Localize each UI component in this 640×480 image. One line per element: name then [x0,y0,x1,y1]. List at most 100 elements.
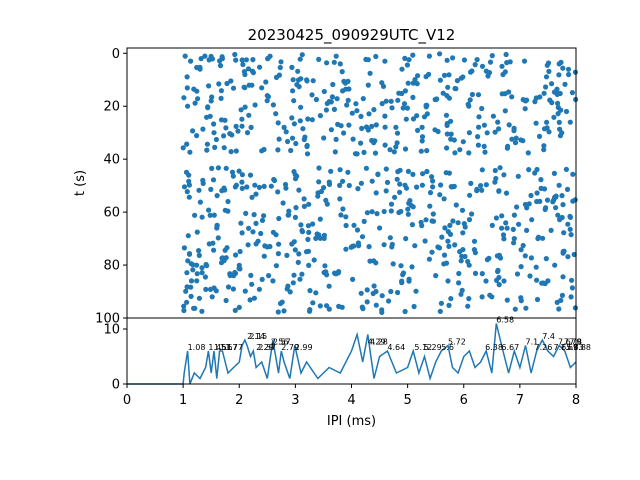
scatter-point [240,61,246,68]
scatter-point [482,149,488,155]
scatter-point [218,95,224,101]
scatter-point [489,222,495,228]
scatter-point [392,194,398,200]
scatter-point [379,309,385,315]
scatter-point [572,305,579,311]
scatter-point [352,151,359,157]
scatter-point [511,128,517,134]
scatter-point [418,219,424,225]
scatter-point [275,120,281,126]
scatter-point [555,111,561,117]
scatter-point [207,113,213,119]
scatter-point [444,145,450,151]
scatter-point [194,64,200,71]
scatter-point [553,205,559,211]
scatter-point [338,212,344,218]
scatter-point [295,68,301,74]
scatter-point [393,124,399,130]
scatter-point [242,288,248,294]
scatter-y-tick-label: 100 [95,312,120,327]
scatter-point [430,211,436,217]
scatter-point [247,172,254,178]
scatter-point [509,94,515,100]
scatter-point [478,183,484,189]
scatter-point [560,65,566,71]
scatter-point [559,130,565,136]
scatter-point [474,57,480,63]
scatter-point [536,133,543,139]
scatter-point [520,242,526,249]
scatter-point [181,303,187,309]
scatter-point [185,103,191,109]
ipi-x-tick-label: 4 [347,393,355,408]
scatter-point [518,247,524,253]
scatter-point [199,214,205,220]
ipi-peak-label: 1.51 [214,343,232,352]
scatter-point [511,212,517,218]
scatter-point [185,233,191,239]
scatter-point [397,167,403,173]
scatter-point [469,211,475,217]
scatter-point [317,216,323,222]
scatter-point [544,62,550,68]
ipi-peak-label: 7.79 [564,338,582,347]
scatter-point [540,280,546,286]
scatter-point [408,202,414,208]
scatter-point [395,97,401,103]
scatter-point [493,175,499,182]
scatter-point [256,286,262,292]
scatter-point [343,222,349,229]
scatter-point [518,298,524,304]
scatter-point [276,72,282,78]
scatter-point [399,66,405,72]
scatter-point [501,278,507,284]
scatter-point [555,100,561,106]
scatter-point [510,240,517,246]
scatter-point [215,235,221,241]
scatter-point [381,242,387,248]
scatter-point [479,105,485,112]
scatter-point [350,276,356,282]
scatter-point [556,72,562,78]
scatter-point [560,274,566,280]
scatter-point [518,137,524,143]
scatter-point [183,169,190,175]
scatter-point [190,128,196,134]
scatter-point [381,208,387,215]
scatter-point [343,86,349,92]
scatter-point [355,186,361,192]
scatter-point [186,251,193,257]
scatter-point [543,84,549,90]
scatter-point [261,213,267,219]
ipi-peak-label: 6.58 [496,316,514,325]
scatter-point [259,276,265,282]
scatter-point [572,69,579,75]
scatter-point [221,133,227,139]
scatter-point [548,227,554,233]
scatter-point [479,294,485,300]
scatter-point [403,116,409,122]
scatter-point [481,122,487,128]
scatter-point [460,230,466,236]
scatter-point [511,236,517,242]
scatter-point [382,58,388,64]
scatter-point [200,180,206,186]
scatter-point [373,302,379,308]
scatter-point [465,101,471,107]
scatter-point [270,278,276,284]
scatter-point [275,251,281,257]
scatter-point [224,245,230,251]
scatter-point [321,135,327,141]
scatter-point [446,95,452,101]
scatter-point [301,203,307,209]
scatter-point [409,264,415,270]
scatter-point [443,170,449,176]
ipi-peak-label: 5.29 [424,343,442,352]
scatter-point [405,80,411,86]
scatter-point [214,222,220,229]
scatter-point [444,122,450,128]
scatter-point [563,166,570,172]
scatter-point [483,182,489,188]
scatter-point [295,259,301,265]
scatter-point [449,184,455,190]
